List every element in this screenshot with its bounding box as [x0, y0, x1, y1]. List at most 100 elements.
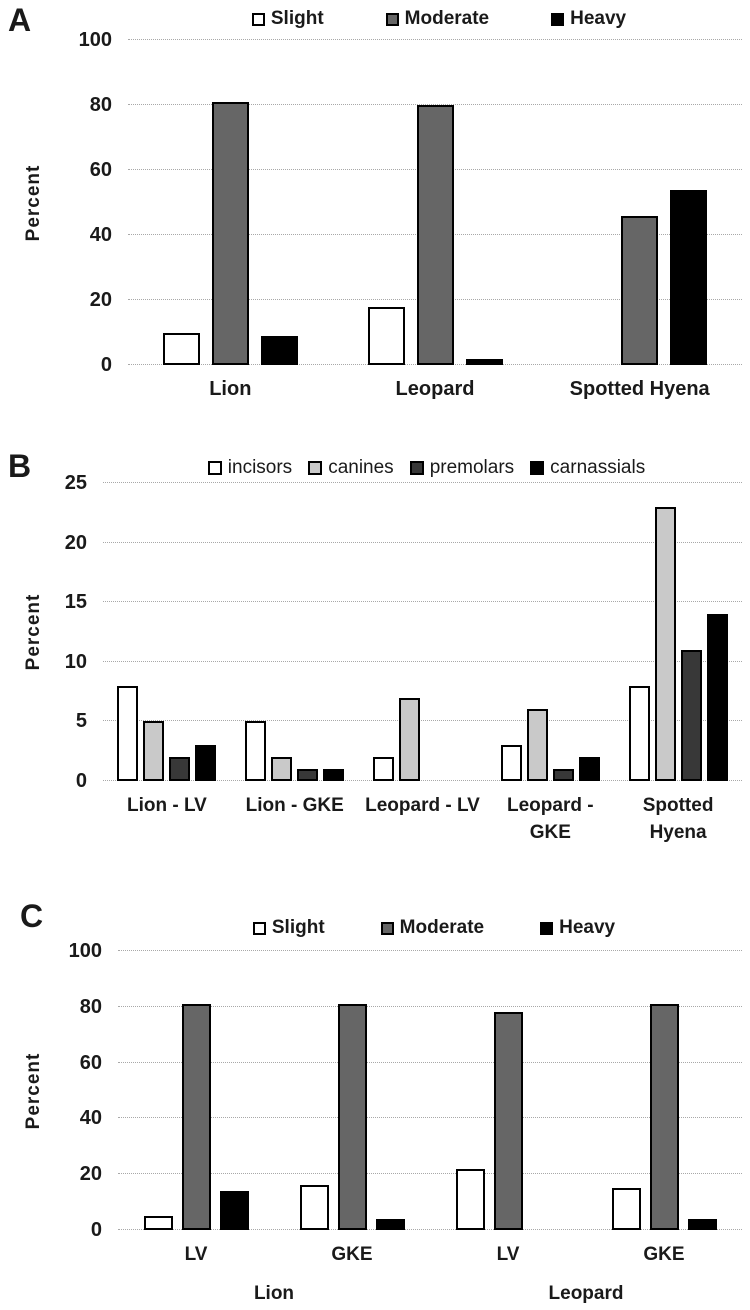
bar-incisors-Spotted Hyena [628, 685, 650, 781]
legend-item-Moderate: Moderate [380, 917, 485, 939]
bar-premolars-Leopard - GKE [552, 769, 574, 781]
x-label-LV: LV [496, 1244, 520, 1265]
gridline-5 [103, 720, 742, 722]
bar-group-Lion - GKE [231, 483, 359, 781]
bar-Heavy-Spotted Hyena [670, 189, 708, 365]
legend-swatch-Heavy-icon [551, 12, 565, 26]
panel-c-label: C [20, 898, 44, 934]
y-tick-10: 10 [64, 650, 87, 673]
bar-Moderate-Spotted Hyena [621, 215, 659, 365]
x-label-Leopard - GKE: Leopard - GKE [507, 795, 594, 843]
legend-item-incisors: incisors [207, 457, 293, 479]
bar-Moderate-Lion [211, 101, 249, 365]
bar-carnassials-Lion - LV [195, 745, 217, 781]
bar-Heavy-LV [219, 1190, 249, 1230]
bar-Slight-LV [143, 1216, 173, 1230]
bar-canines-Leopard - GKE [526, 709, 548, 781]
bar-incisors-Leopard - LV [372, 757, 394, 781]
bar-carnassials-Lion - GKE [323, 769, 345, 781]
legend-item-Heavy: Heavy [540, 917, 615, 939]
x-label-Spotted Hyena: Spotted Hyena [569, 378, 710, 400]
bar-Moderate-GKE [649, 1004, 679, 1230]
gridline-80 [128, 104, 742, 105]
bar-premolars-Spotted Hyena [680, 649, 702, 781]
bar-canines-Lion - GKE [271, 757, 293, 781]
gridline-25 [103, 482, 742, 483]
panel-b: B incisors canines premolars carnassials Pe… [0, 440, 750, 880]
panel-c-chart-body: Percent 0 20 40 60 80 100 [0, 941, 750, 1240]
legend-label-Moderate: Moderate [399, 917, 485, 938]
bar-group-Leopard - LV [359, 483, 487, 781]
bar-group-Leopard - GKE [486, 483, 614, 781]
legend-item-Slight: Slight [252, 917, 325, 939]
legend-label-incisors: incisors [227, 457, 293, 478]
legend-item-Slight: Slight [251, 8, 324, 30]
legend-item-premolars: premolars [409, 457, 515, 479]
bar-Moderate-GKE [337, 1004, 367, 1230]
legend-swatch-canines-icon [308, 461, 323, 475]
gridline-80 [118, 1005, 742, 1007]
gridline-60 [118, 1061, 742, 1063]
panel-c: C Slight Moderate Heavy Percent 0 20 40 60 80 1… [0, 880, 750, 1310]
y-tick-25: 25 [64, 472, 87, 494]
legend-swatch-Slight-icon [252, 921, 266, 935]
panel-a-plot-area [128, 39, 742, 365]
gridline-0 [103, 780, 742, 781]
legend-item-canines: canines [308, 457, 394, 479]
y-tick-40: 40 [89, 224, 112, 246]
bar-carnassials-Leopard - GKE [578, 757, 600, 781]
bar-Moderate-LV [181, 1004, 211, 1230]
panel-c-legend: Slight Moderate Heavy [118, 915, 750, 941]
x-label-Lion: Lion [209, 378, 252, 400]
y-tick-20: 20 [64, 531, 87, 554]
legend-swatch-Heavy-icon [540, 921, 554, 935]
legend-swatch-Moderate-icon [380, 921, 394, 935]
panel-a: A Slight Moderate Heavy Percent 0 20 40 60 80 1… [0, 0, 750, 440]
x-group-label-Lion: Lion [253, 1282, 295, 1304]
gridline-40 [118, 1117, 742, 1119]
legend-label-canines: canines [328, 457, 394, 478]
legend-label-Slight: Slight [271, 917, 325, 938]
x-label-Leopard: Leopard [395, 378, 475, 400]
panel-c-x-axis-group-labels: Lion Leopard [118, 1283, 742, 1305]
bar-premolars-Lion - LV [169, 757, 191, 781]
bar-Heavy-Leopard [465, 358, 503, 365]
panel-b-legend: incisors canines premolars carnassials [103, 455, 750, 481]
legend-swatch-Slight-icon [251, 12, 265, 26]
legend-label-Moderate: Moderate [404, 8, 490, 29]
y-tick-80: 80 [79, 995, 102, 1018]
bar-Heavy-GKE [375, 1218, 405, 1230]
panel-b-chart-body: Percent 0 5 10 15 20 25 [0, 473, 750, 791]
legend-swatch-carnassials-icon [530, 461, 545, 475]
bar-group-GKE [586, 951, 742, 1230]
y-tick-0: 0 [75, 770, 87, 792]
y-tick-0: 0 [100, 354, 112, 376]
bar-Heavy-GKE [687, 1218, 717, 1230]
legend-item-Heavy: Heavy [551, 8, 626, 30]
gridline-0 [118, 1229, 742, 1230]
bar-Slight-LV [455, 1168, 485, 1230]
y-tick-15: 15 [64, 591, 87, 614]
y-tick-60: 60 [79, 1051, 102, 1074]
legend-label-premolars: premolars [429, 457, 515, 478]
y-tick-80: 80 [89, 94, 112, 116]
legend-label-Slight: Slight [270, 8, 324, 29]
x-label-Lion - GKE: Lion - GKE [245, 795, 344, 816]
panel-a-legend: Slight Moderate Heavy [128, 6, 750, 32]
bar-canines-Leopard - LV [398, 697, 420, 781]
bar-incisors-Lion - GKE [245, 721, 267, 781]
y-tick-0: 0 [90, 1219, 102, 1241]
legend-swatch-premolars-icon [409, 461, 424, 475]
bar-groups [118, 951, 742, 1230]
panel-a-y-axis-ticks: 0 20 40 60 80 100 [0, 30, 128, 375]
panel-b-plot-area [103, 482, 742, 781]
gridline-20 [118, 1173, 742, 1175]
legend-label-Heavy: Heavy [559, 917, 616, 938]
bar-groups [128, 40, 742, 365]
panel-a-x-axis-labels: Lion Leopard Spotted Hyena [128, 375, 742, 403]
x-label-GKE: GKE [643, 1244, 685, 1265]
bar-Slight-GKE [299, 1185, 329, 1230]
bar-group-Spotted Hyena [614, 483, 742, 781]
x-label-Lion - LV: Lion - LV [126, 795, 207, 816]
